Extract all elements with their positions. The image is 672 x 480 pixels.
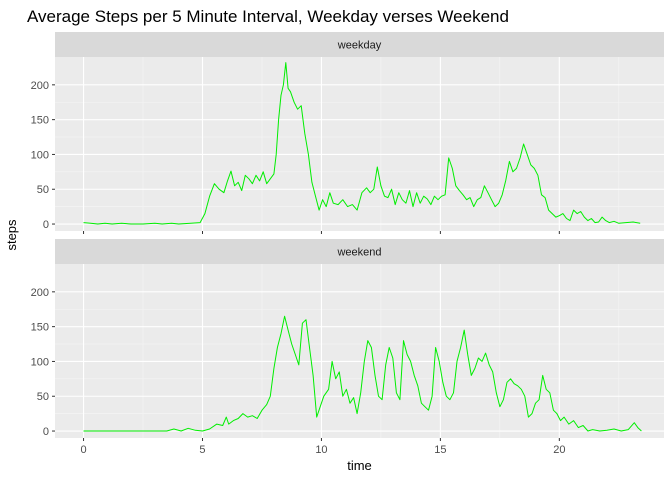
facet-strip-label: weekday	[337, 40, 382, 52]
series-line-weekday	[83, 62, 641, 225]
x-tick-label: 15	[434, 444, 446, 456]
y-tick-label: 0	[43, 219, 49, 231]
x-tick-label: 5	[199, 444, 205, 456]
y-tick-label: 100	[31, 149, 49, 161]
x-tick-label: 10	[315, 444, 327, 456]
x-axis-title: time	[347, 458, 372, 473]
series-line-weekend	[83, 315, 642, 432]
x-tick-label: 0	[80, 444, 86, 456]
y-tick-label: 100	[31, 356, 49, 368]
y-tick-label: 50	[37, 391, 49, 403]
facet-strip-background	[55, 32, 664, 57]
y-tick-label: 200	[31, 80, 49, 92]
x-tick-label: 20	[553, 444, 565, 456]
facet-strip-label: weekend	[336, 247, 381, 259]
y-tick-label: 50	[37, 184, 49, 196]
chart-title: Average Steps per 5 Minute Interval, Wee…	[27, 7, 509, 26]
y-axis-title: steps	[4, 219, 19, 251]
facet-panel-weekend: weekend 0 50 100 150 200 0 5 10 15 20	[31, 239, 664, 456]
y-tick-label: 200	[31, 287, 49, 299]
facet-panels: weekday 0 50 100 150 200 weekend 0 50 100 150 200 0 5…	[31, 32, 664, 456]
facet-panel-weekday: weekday 0 50 100 150 200	[31, 32, 664, 234]
panel-background	[55, 264, 664, 438]
y-tick-label: 0	[43, 426, 49, 438]
facet-strip-background	[55, 239, 664, 264]
y-tick-label: 150	[31, 115, 49, 127]
y-tick-label: 150	[31, 322, 49, 334]
panel-background	[55, 57, 664, 231]
